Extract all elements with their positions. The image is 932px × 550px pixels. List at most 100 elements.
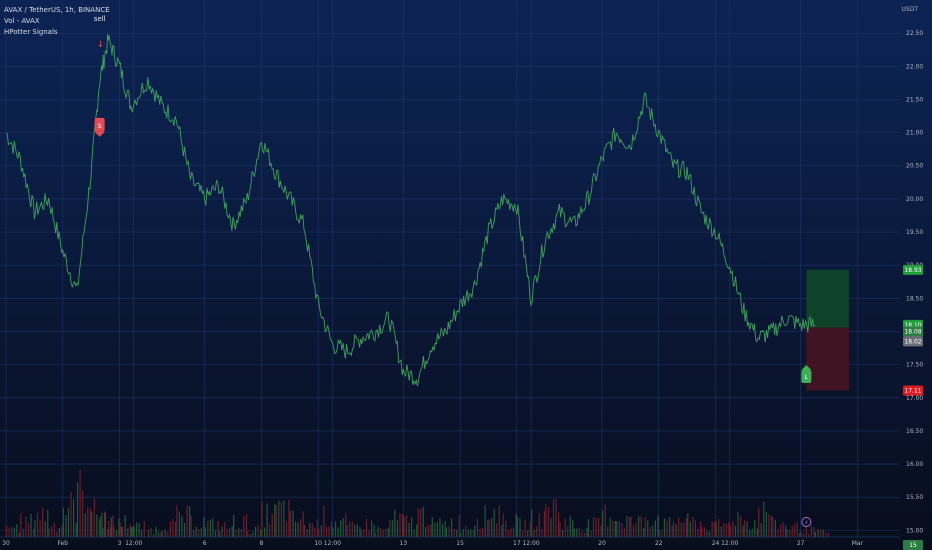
volume-bar: [614, 521, 616, 537]
volume-bar: [403, 516, 405, 537]
volume-bar: [668, 517, 671, 537]
volume-bar: [314, 527, 316, 537]
volume-bar: [82, 490, 84, 537]
volume-bar: [559, 522, 561, 537]
volume-bar: [487, 520, 489, 537]
volume-bar: [612, 520, 614, 537]
volume-bar: [541, 529, 543, 537]
volume-bar: [701, 526, 703, 537]
volume-bar: [169, 521, 171, 537]
time-tick-label: 27: [797, 540, 805, 547]
volume-bar: [260, 529, 262, 537]
long-position-tool[interactable]: [806, 269, 849, 391]
volume-bar: [640, 516, 642, 537]
volume-bar: [119, 522, 121, 537]
long-badge-text: L: [805, 374, 809, 381]
volume-bar: [99, 516, 101, 537]
volume-bar: [789, 530, 791, 537]
volume-bar: [737, 511, 739, 537]
volume-bar: [581, 531, 583, 537]
volume-bar: [706, 531, 708, 537]
volume-bar: [346, 525, 348, 537]
volume-bar: [803, 533, 805, 537]
price-label-badge: [903, 336, 923, 347]
volume-bar: [229, 527, 231, 537]
price-tick-label: 19.50: [906, 229, 923, 236]
volume-bar: [694, 520, 697, 537]
volume-bar: [827, 532, 829, 537]
price-label-text: 18.10: [904, 322, 921, 329]
volume-bar: [167, 531, 169, 537]
volume-bar: [349, 521, 351, 537]
volume-bar: [261, 501, 263, 537]
volume-bar: [360, 530, 362, 537]
volume-bar: [113, 525, 115, 537]
volume-bar: [377, 526, 379, 537]
volume-bar: [89, 508, 91, 537]
sell-arrow-icon: ↓: [97, 40, 105, 50]
volume-bar: [742, 525, 744, 537]
volume-bar: [417, 507, 419, 537]
volume-bar: [389, 519, 391, 537]
volume-bar: [689, 521, 691, 537]
volume-bar: [332, 527, 334, 537]
volume-bar: [42, 507, 44, 537]
volume-bar: [189, 506, 191, 537]
volume-bar: [576, 528, 578, 537]
volume-bar: [754, 520, 756, 537]
price-label-badge: [903, 264, 923, 275]
price-tick-label: 18.50: [906, 295, 923, 302]
time-tick-label: 12:00: [324, 540, 341, 547]
volume-bar: [141, 530, 143, 537]
volume-bar: [150, 528, 152, 537]
volume-bar: [124, 515, 126, 537]
volume-bar: [623, 527, 626, 537]
volume-bar: [245, 514, 248, 537]
volume-bar: [160, 531, 162, 537]
volume-bar: [791, 525, 793, 537]
price-tick-label: 16.50: [906, 428, 923, 435]
volume-bar: [434, 522, 436, 537]
symbol-title[interactable]: AVAX / TetherUS, 1h, BINANCE: [4, 6, 110, 14]
volume-bar: [416, 524, 418, 537]
volume-bar: [692, 517, 694, 537]
volume-bar: [515, 514, 517, 537]
volume-bar: [289, 510, 292, 537]
volume-bar: [772, 517, 774, 537]
volume-bar: [474, 525, 476, 537]
volume-bar: [30, 513, 32, 537]
volume-bar: [531, 509, 533, 537]
volume-bar: [195, 526, 197, 537]
volume-bar: [380, 528, 382, 537]
volume-bars: [6, 469, 829, 537]
volume-bar: [200, 527, 202, 537]
volume-bar: [519, 518, 521, 537]
volume-bar: [109, 527, 112, 537]
volume-bar: [351, 521, 353, 537]
volume-bar: [595, 518, 597, 537]
volume-bar: [510, 528, 512, 537]
volume-bar: [439, 518, 441, 537]
volume-bar: [292, 510, 294, 537]
volume-bar: [147, 529, 150, 537]
time-axis[interactable]: 30 Feb 3 12:00 6 8 10 12:00 13 15 17 12:00 20 22 24 12:…: [0, 536, 900, 547]
volume-bar: [394, 509, 396, 537]
volume-bar: [590, 530, 592, 537]
volume-bar: [725, 523, 727, 537]
volume-bar: [231, 526, 233, 537]
volume-bar: [445, 527, 448, 537]
volume-bar: [484, 505, 486, 537]
volume-bar: [600, 525, 602, 537]
volume-bar: [422, 506, 424, 537]
volume-bar: [269, 524, 271, 537]
price-axis[interactable]: 22.5022.0021.5021.0020.5020.0019.5019.00…: [906, 30, 923, 534]
volume-bar: [51, 526, 53, 537]
price-tick-label: 21.00: [906, 130, 923, 137]
hpotter-indicator-label[interactable]: HPotter Signals: [4, 28, 58, 36]
volume-bar: [34, 520, 36, 537]
volume-indicator-label[interactable]: Vol - AVAX: [4, 17, 40, 25]
volume-bar: [254, 526, 257, 537]
volume-bar: [796, 521, 798, 537]
volume-bar: [543, 510, 546, 537]
